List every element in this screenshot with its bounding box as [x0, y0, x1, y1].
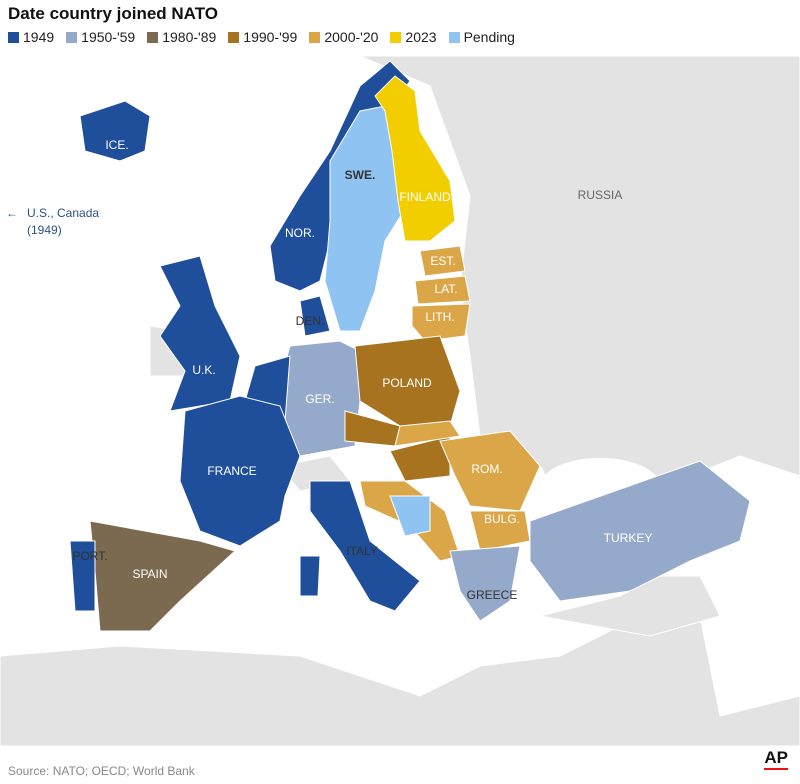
country: [414, 275, 471, 305]
legend-swatch: [309, 31, 321, 43]
note-arrow: ←: [6, 206, 18, 220]
countries: [69, 60, 751, 632]
legend-label: 1949: [23, 29, 55, 45]
country: [159, 255, 241, 412]
country: [299, 295, 331, 337]
label: TURKEY: [604, 531, 653, 545]
country: [79, 100, 151, 162]
legend: 1949 1950-'59 1980-'89 1990-'99 2000-'20 2023…: [8, 29, 515, 45]
logo: AP: [764, 748, 788, 770]
legend-swatch: [390, 31, 402, 43]
legend-item: 2000-'20: [309, 29, 378, 45]
label: U.K.: [192, 363, 215, 377]
legend-swatch: [147, 31, 159, 43]
label: GREECE: [467, 588, 518, 602]
legend-swatch: [66, 31, 78, 43]
country: [411, 303, 471, 342]
legend-item: 1949: [8, 29, 54, 45]
legend-label: 1980-'89: [162, 29, 217, 45]
legend-swatch: [228, 31, 240, 43]
legend-label: 1990-'99: [243, 29, 298, 45]
country: [529, 460, 751, 602]
label: FRANCE: [207, 464, 256, 478]
label: ROM.: [471, 462, 502, 476]
country: [389, 495, 431, 537]
legend-label: 2023: [405, 29, 437, 45]
legend-swatch: [448, 31, 460, 43]
legend-swatch: [8, 31, 19, 43]
legend-label: 1950-'59: [81, 29, 136, 45]
legend-label: 2000-'20: [324, 29, 379, 45]
label: GER.: [305, 392, 334, 406]
source: Source: NATO; OECD; World Bank: [8, 764, 195, 778]
country: [374, 75, 456, 242]
label: DEN.: [296, 314, 325, 328]
country: [299, 555, 321, 597]
legend-item: 1980-'89: [147, 29, 216, 45]
map: RUSSIA ICE. SWE. FINLAND NOR. EST. LAT. …: [0, 56, 800, 746]
label: EST.: [430, 254, 455, 268]
title: Date country joined NATO: [8, 4, 219, 23]
note: ← U.S., Canada (1949): [6, 206, 99, 237]
legend-label: Pending: [463, 29, 515, 45]
label: SPAIN: [132, 567, 167, 581]
note-text: U.S., Canada: [27, 206, 99, 220]
country: [324, 105, 411, 332]
country: [69, 540, 96, 612]
label: POLAND: [382, 376, 432, 390]
label: SWE.: [345, 168, 376, 182]
country: [449, 545, 521, 622]
legend-item: 1950-'59: [66, 29, 135, 45]
country: [179, 395, 301, 547]
label: ITALY: [346, 544, 378, 558]
label: RUSSIA: [578, 188, 623, 202]
country: [394, 420, 461, 447]
label: LAT.: [434, 282, 457, 296]
legend-item: 1990-'99: [228, 29, 297, 45]
country: [309, 480, 421, 612]
label: BULG.: [484, 512, 520, 526]
label: NOR.: [285, 226, 315, 240]
legend-item: 2023: [390, 29, 437, 45]
label: LITH.: [425, 310, 454, 324]
note-text: (1949): [27, 223, 62, 237]
label: FINLAND: [399, 190, 451, 204]
map-labels: RUSSIA ICE. SWE. FINLAND NOR. EST. LAT. …: [72, 138, 652, 602]
country: [419, 245, 466, 277]
legend-item: Pending: [448, 29, 515, 45]
label: ICE.: [105, 138, 128, 152]
country: [89, 520, 237, 632]
label: PORT.: [72, 549, 107, 563]
